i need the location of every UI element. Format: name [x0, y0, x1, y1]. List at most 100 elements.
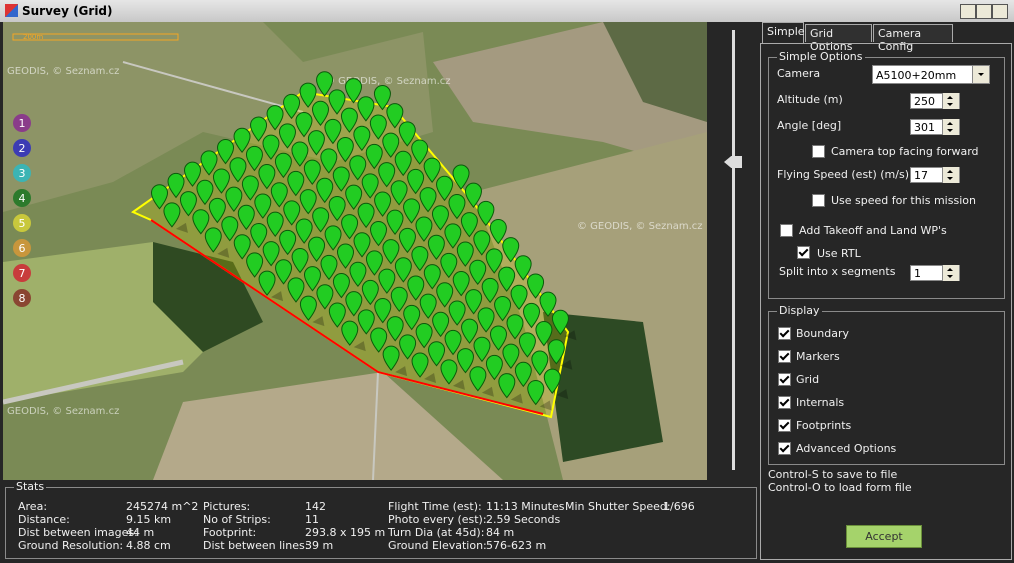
waypoint-button-label: 7 — [19, 267, 26, 280]
accept-button[interactable]: Accept — [846, 525, 922, 548]
waypoint-marker — [473, 230, 491, 256]
label: Use RTL — [817, 247, 861, 260]
tab[interactable]: Camera Config — [873, 24, 953, 53]
label: Flying Speed (est) (m/s) — [777, 168, 910, 181]
waypoint-marker — [510, 284, 528, 311]
waypoint-marker — [456, 241, 474, 267]
speed-input[interactable]: 17 — [910, 167, 960, 183]
waypoint-marker — [531, 350, 549, 376]
checkbox[interactable] — [812, 145, 825, 158]
checkbox[interactable] — [778, 350, 791, 363]
waypoint-marker — [349, 155, 367, 181]
waypoint-marker — [382, 132, 400, 158]
value: 301 — [914, 121, 935, 134]
waypoint-button[interactable] — [13, 164, 31, 182]
waypoint-marker — [502, 343, 520, 369]
spinner[interactable] — [942, 93, 959, 109]
waypoint-marker — [415, 216, 433, 242]
label: Camera top facing forward — [831, 145, 979, 158]
waypoint-marker — [337, 243, 355, 269]
waypoint-marker — [229, 157, 247, 183]
waypoint-marker — [506, 314, 524, 340]
checkbox[interactable] — [812, 194, 825, 207]
camera-select[interactable]: A5100+20mm — [872, 65, 990, 84]
hint: Control-O to load form file — [768, 481, 912, 494]
waypoint-button[interactable] — [13, 239, 31, 257]
waypoint-button[interactable] — [13, 189, 31, 207]
waypoint-marker — [535, 321, 553, 347]
spinner[interactable] — [942, 167, 959, 183]
waypoint-marker — [274, 152, 292, 179]
waypoint-marker — [291, 141, 309, 167]
tab[interactable]: Grid Options — [805, 24, 872, 53]
angle-input[interactable]: 301 — [910, 119, 960, 135]
tab[interactable]: Simple — [762, 22, 805, 43]
waypoint-button[interactable] — [13, 114, 31, 132]
value: 250 — [914, 95, 935, 108]
waypoint-marker — [295, 112, 313, 138]
altitude-input[interactable]: 250 — [910, 93, 960, 109]
spinner[interactable] — [942, 119, 959, 135]
checkbox[interactable] — [778, 327, 791, 340]
marker-shadow — [556, 389, 569, 400]
waypoint-marker — [237, 204, 255, 231]
waypoint-marker — [444, 223, 462, 249]
checkbox[interactable] — [797, 246, 810, 259]
split-input[interactable]: 1 — [910, 265, 960, 281]
waypoint-marker — [167, 172, 185, 199]
waypoint-marker — [349, 261, 367, 288]
waypoint-marker — [328, 196, 346, 222]
marker-shadow — [353, 341, 366, 352]
forest — [543, 312, 663, 462]
minimize-button[interactable] — [960, 4, 976, 19]
waypoint-marker — [345, 184, 363, 210]
checkbox[interactable] — [780, 224, 793, 237]
waypoint-marker — [307, 130, 325, 156]
display-option: Grid — [796, 373, 820, 386]
waypoint-marker — [514, 361, 532, 388]
waypoint-marker — [345, 291, 363, 317]
waypoint-marker — [386, 209, 404, 235]
waypoint-button[interactable] — [13, 264, 31, 282]
waypoint-button[interactable] — [13, 289, 31, 307]
waypoint-button[interactable] — [13, 214, 31, 232]
checkbox[interactable] — [778, 396, 791, 409]
stat-value: 44 m — [126, 526, 155, 539]
field — [153, 372, 503, 480]
waypoint-marker — [303, 159, 321, 185]
dropdown-button[interactable] — [972, 66, 989, 83]
spinner[interactable] — [942, 265, 959, 281]
maximize-button[interactable] — [976, 4, 992, 19]
waypoint-marker — [291, 248, 309, 274]
waypoint-marker — [336, 137, 354, 163]
group-title: Stats — [14, 480, 47, 493]
marker-shadow — [560, 359, 573, 370]
label: Add Takeoff and Land WP's — [799, 224, 947, 237]
waypoint-button-label: 6 — [19, 242, 26, 255]
waypoint-marker — [353, 232, 371, 258]
waypoint-marker — [200, 150, 218, 176]
waypoint-marker — [423, 264, 441, 290]
waypoint-marker — [208, 198, 226, 224]
close-button[interactable] — [992, 4, 1008, 19]
waypoint-marker — [403, 198, 421, 224]
waypoint-marker — [311, 100, 329, 127]
waypoint-marker — [287, 171, 305, 197]
marker-shadow — [312, 316, 325, 327]
waypoint-marker — [436, 175, 454, 202]
waypoint-marker — [204, 227, 222, 253]
waypoint-marker — [287, 277, 305, 303]
checkbox[interactable] — [778, 419, 791, 432]
checkbox[interactable] — [778, 442, 791, 455]
waypoint-marker — [423, 157, 441, 183]
waypoint-marker — [295, 218, 313, 244]
stat-label: Dist between images: — [18, 526, 138, 539]
waypoint-marker — [279, 229, 297, 256]
waypoint-marker — [411, 246, 429, 272]
zoom-slider[interactable] — [724, 156, 742, 168]
stats-group: Stats — [5, 480, 757, 559]
checkbox[interactable] — [778, 373, 791, 386]
map[interactable]: 200m GEODIS, © Seznam.cz © GEODIS, © Sez… — [3, 22, 707, 480]
waypoint-button[interactable] — [13, 139, 31, 157]
waypoint-marker — [324, 225, 342, 251]
